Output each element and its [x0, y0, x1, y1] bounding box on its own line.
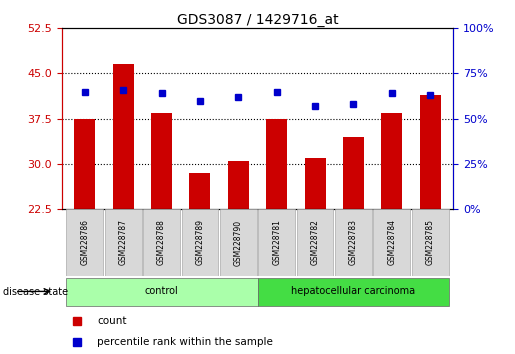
Bar: [190, 173, 211, 209]
Bar: [304, 158, 325, 209]
Bar: [105, 209, 142, 276]
Bar: [228, 161, 249, 209]
Bar: [143, 209, 180, 276]
Bar: [420, 95, 441, 209]
Text: control: control: [145, 286, 178, 296]
Bar: [343, 137, 364, 209]
Text: GSM228790: GSM228790: [234, 219, 243, 266]
Bar: [373, 209, 410, 276]
Bar: [297, 209, 334, 276]
Bar: [258, 209, 295, 276]
Text: GSM228781: GSM228781: [272, 219, 281, 266]
Bar: [381, 113, 402, 209]
Text: GSM228785: GSM228785: [426, 219, 435, 266]
Bar: [181, 209, 218, 276]
Bar: [113, 64, 134, 209]
Title: GDS3087 / 1429716_at: GDS3087 / 1429716_at: [177, 13, 338, 27]
Bar: [66, 209, 103, 276]
Bar: [220, 209, 257, 276]
Text: hepatocellular carcinoma: hepatocellular carcinoma: [291, 286, 416, 296]
Bar: [412, 209, 449, 276]
Bar: [258, 278, 450, 306]
Text: percentile rank within the sample: percentile rank within the sample: [97, 337, 273, 348]
Bar: [266, 119, 287, 209]
Text: GSM228784: GSM228784: [387, 219, 397, 266]
Bar: [65, 278, 258, 306]
Text: GSM228783: GSM228783: [349, 219, 358, 266]
Bar: [335, 209, 372, 276]
Text: disease state: disease state: [3, 287, 67, 297]
Text: GSM228787: GSM228787: [118, 219, 128, 266]
Text: count: count: [97, 316, 127, 326]
Text: GSM228789: GSM228789: [195, 219, 204, 266]
Text: GSM228788: GSM228788: [157, 219, 166, 266]
Bar: [74, 119, 95, 209]
Text: GSM228786: GSM228786: [80, 219, 89, 266]
Bar: [151, 113, 172, 209]
Text: GSM228782: GSM228782: [311, 219, 320, 266]
